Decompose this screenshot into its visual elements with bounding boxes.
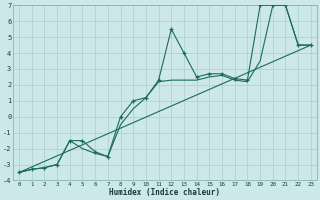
X-axis label: Humidex (Indice chaleur): Humidex (Indice chaleur) xyxy=(109,188,220,197)
